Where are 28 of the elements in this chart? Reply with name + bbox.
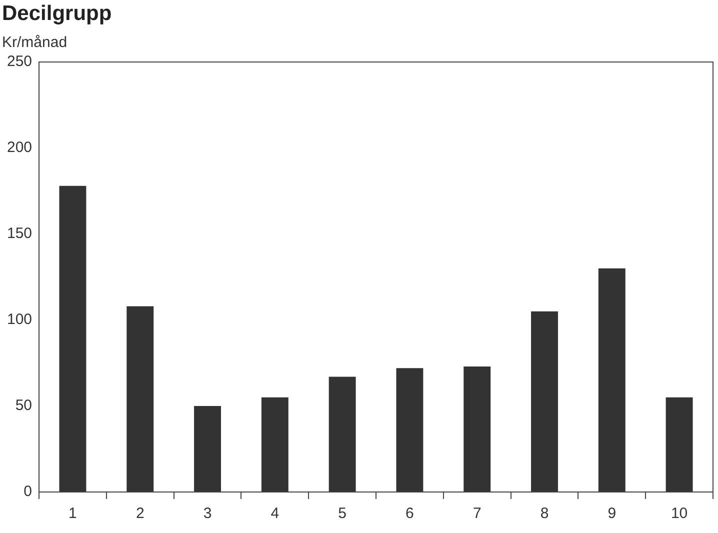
x-tick-label: 3 (203, 505, 212, 522)
y-tick-label: 0 (24, 483, 32, 500)
bar (464, 366, 491, 492)
bar (261, 397, 288, 492)
x-tick-label: 4 (270, 505, 280, 522)
bar (598, 268, 626, 492)
x-tick-label: 10 (670, 505, 688, 522)
x-tick-label: 6 (406, 505, 414, 522)
x-tick-label: 7 (472, 505, 482, 522)
x-tick-label: 5 (338, 505, 346, 522)
x-tick-label: 1 (68, 505, 77, 522)
chart-title: Decilgrupp (2, 2, 112, 26)
y-tick-label: 250 (6, 53, 32, 70)
bar (666, 397, 693, 492)
x-tick-label: 2 (136, 505, 144, 522)
y-tick-label: 50 (15, 397, 32, 414)
y-axis-title: Kr/månad (2, 34, 68, 51)
bar (194, 406, 221, 492)
bar (396, 368, 424, 492)
x-tick-label: 9 (608, 505, 616, 522)
y-tick-label: 200 (6, 139, 32, 156)
bar (328, 376, 356, 492)
bar (126, 306, 154, 492)
y-tick-label: 100 (6, 311, 32, 328)
y-tick-label: 150 (6, 225, 32, 242)
bar (531, 311, 558, 492)
x-tick-label: 8 (540, 505, 549, 522)
bar (59, 186, 86, 492)
